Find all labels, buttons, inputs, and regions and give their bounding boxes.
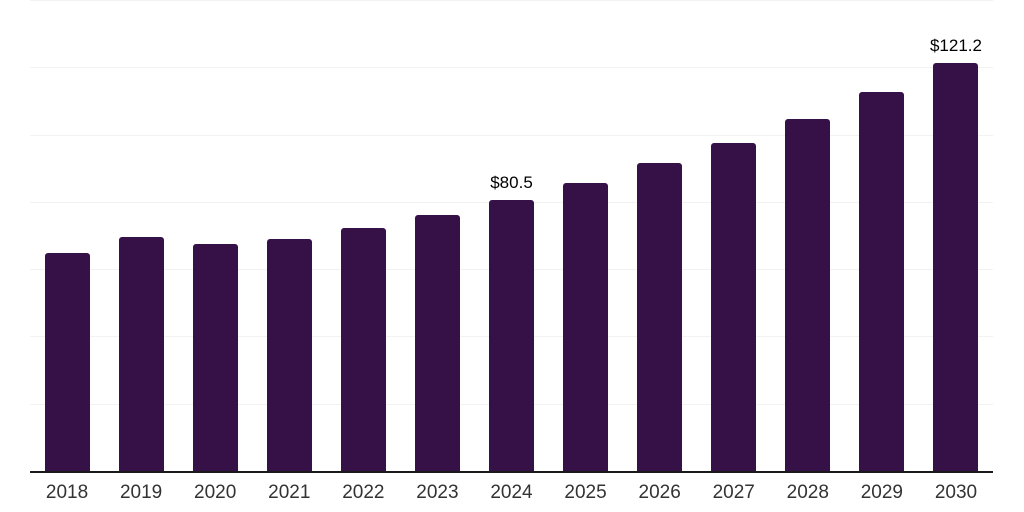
bar-2027 xyxy=(711,143,757,471)
bar-2028 xyxy=(785,119,831,471)
x-tick-2030: 2030 xyxy=(934,482,978,503)
value-label-2030: $121.2 xyxy=(929,36,982,56)
x-tick-2022: 2022 xyxy=(342,482,385,503)
gridline-120 xyxy=(30,67,993,69)
bar-2026 xyxy=(637,163,683,471)
x-axis-labels: 2018 2019 2020 2021 2022 2023 2024 2025 2026 2027… xyxy=(30,482,993,508)
plot-area: $80.5 $121.2 xyxy=(30,0,993,473)
x-tick-2019: 2019 xyxy=(119,482,163,503)
x-tick-2027: 2027 xyxy=(712,482,755,503)
bar-2019 xyxy=(118,237,164,471)
x-tick-2020: 2020 xyxy=(194,482,237,503)
gridline-100 xyxy=(30,134,993,136)
x-tick-2021: 2021 xyxy=(268,482,311,503)
bar-2018 xyxy=(44,253,90,471)
bar-2021 xyxy=(266,239,312,471)
value-label-2024: $80.5 xyxy=(490,173,533,193)
x-tick-2029: 2029 xyxy=(860,482,904,503)
bar-2030 xyxy=(933,63,979,471)
bar-2029 xyxy=(859,92,905,471)
bar-2025 xyxy=(563,183,609,471)
gridline-140 xyxy=(30,0,993,1)
bar-2022 xyxy=(340,228,386,471)
x-tick-2018: 2018 xyxy=(45,482,89,503)
x-tick-2028: 2028 xyxy=(786,482,829,503)
x-tick-2024: 2024 xyxy=(490,482,533,503)
x-axis-line xyxy=(30,471,993,473)
x-tick-2026: 2026 xyxy=(638,482,681,503)
bar-2023 xyxy=(414,214,460,471)
bar-2020 xyxy=(192,244,238,471)
x-tick-2023: 2023 xyxy=(416,482,459,503)
x-tick-2025: 2025 xyxy=(564,482,607,503)
bar-2024 xyxy=(489,200,534,471)
